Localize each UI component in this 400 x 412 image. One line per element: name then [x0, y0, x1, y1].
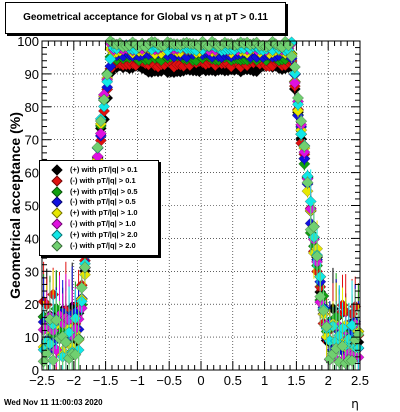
y-tick-label: 40	[25, 231, 39, 246]
legend-marker	[51, 218, 63, 230]
datestamp: Wed Nov 11 11:00:03 2020	[4, 398, 103, 407]
x-tick-label: 1	[261, 373, 268, 388]
x-tick-label: −1	[130, 373, 145, 388]
data-point	[97, 93, 111, 106]
legend-marker	[51, 207, 63, 219]
legend-entry: (-) with pT/|q| > 2.0	[40, 239, 158, 252]
data-point	[72, 333, 85, 346]
legend-marker	[51, 239, 63, 252]
legend-entry: (+) with pT/|q| > 0.5	[40, 185, 158, 198]
plot-grid	[41, 40, 361, 371]
legend-entry: (+) with pT/|q| > 0.1	[40, 164, 158, 176]
data-point	[311, 250, 324, 263]
data-point	[104, 60, 117, 73]
data-point	[291, 91, 305, 105]
x-tick-label: 0	[197, 373, 204, 388]
legend-marker	[51, 175, 63, 187]
y-tick-label: 50	[25, 199, 39, 214]
x-tick-label: −1.5	[93, 373, 119, 388]
legend-label: (-) with pT/|q| > 0.1	[70, 175, 136, 185]
legend-entry: (+) with pT/|q| > 2.0	[40, 229, 158, 241]
data-point	[94, 127, 107, 140]
data-points	[37, 34, 365, 370]
y-tick-label: 90	[25, 67, 39, 82]
data-point	[78, 261, 91, 274]
data-point	[91, 141, 104, 154]
legend-label: (-) with pT/|q| > 2.0	[70, 240, 136, 250]
data-point	[282, 39, 295, 52]
x-tick-label: 2	[325, 373, 332, 388]
legend-label: (+) with pT/|q| > 0.5	[70, 186, 138, 196]
legend-label: (+) with pT/|q| > 2.0	[70, 229, 138, 239]
legend: (+) with pT/|q| > 0.1 (-) with pT/|q| > 0…	[39, 160, 159, 256]
y-tick-label: 10	[25, 330, 39, 345]
y-axis-label: Geometrical acceptance (%)	[7, 112, 23, 299]
data-point	[288, 60, 301, 74]
data-point	[75, 281, 88, 294]
x-tick-label: 0.5	[224, 373, 242, 388]
chart-title: Geometrical acceptance for Global vs η a…	[23, 12, 268, 23]
data-point	[298, 140, 311, 153]
data-point	[285, 50, 298, 63]
data-point	[104, 53, 117, 66]
y-tick-label: 70	[25, 133, 39, 148]
data-point	[97, 100, 111, 113]
data-point	[47, 354, 60, 367]
tick-labels: −2.5 −2 −1.5 −1 −0.5 0 0.5 1 1.5 2 2.5 0 10 20 30 40 50 6…	[17, 34, 369, 388]
data-point	[94, 114, 107, 128]
y-tick-label: 80	[25, 100, 39, 115]
y-tick-label: 0	[32, 363, 39, 378]
data-point	[101, 75, 114, 88]
data-point	[320, 320, 333, 333]
legend-label: (+) with pT/|q| > 0.1	[70, 165, 138, 174]
legend-entry: (+) with pT/|q| > 1.0	[40, 207, 158, 219]
y-tick-label: 30	[25, 264, 39, 279]
x-tick-label: −2.5	[29, 373, 55, 388]
y-tick-label: 20	[25, 297, 39, 312]
data-point	[295, 128, 308, 141]
legend-marker	[51, 164, 63, 176]
legend-label: (-) with pT/|q| > 0.5	[70, 197, 136, 207]
chart-title-box: Geometrical acceptance for Global vs η a…	[5, 2, 286, 34]
legend-entry: (-) with pT/|q| > 1.0	[40, 218, 158, 230]
x-tick-label: 2.5	[351, 373, 369, 388]
data-point	[301, 176, 314, 189]
y-tick-label: 60	[25, 166, 39, 181]
data-point	[91, 150, 104, 163]
x-tick-label: 1.5	[287, 373, 305, 388]
y-tick-label: 100	[17, 34, 39, 49]
legend-entry: (-) with pT/|q| > 0.5	[40, 196, 158, 209]
legend-entry: (-) with pT/|q| > 0.1	[40, 175, 158, 187]
data-point	[288, 76, 301, 89]
data-point	[295, 115, 308, 128]
legend-label: (+) with pT/|q| > 1.0	[70, 208, 138, 218]
x-axis-label: η	[351, 397, 359, 411]
x-tick-label: −2	[66, 373, 81, 388]
legend-label: (-) with pT/|q| > 1.0	[70, 219, 136, 228]
data-point	[101, 68, 114, 81]
data-point	[307, 220, 320, 233]
x-tick-label: −0.5	[156, 373, 182, 388]
legend-marker	[51, 229, 63, 241]
